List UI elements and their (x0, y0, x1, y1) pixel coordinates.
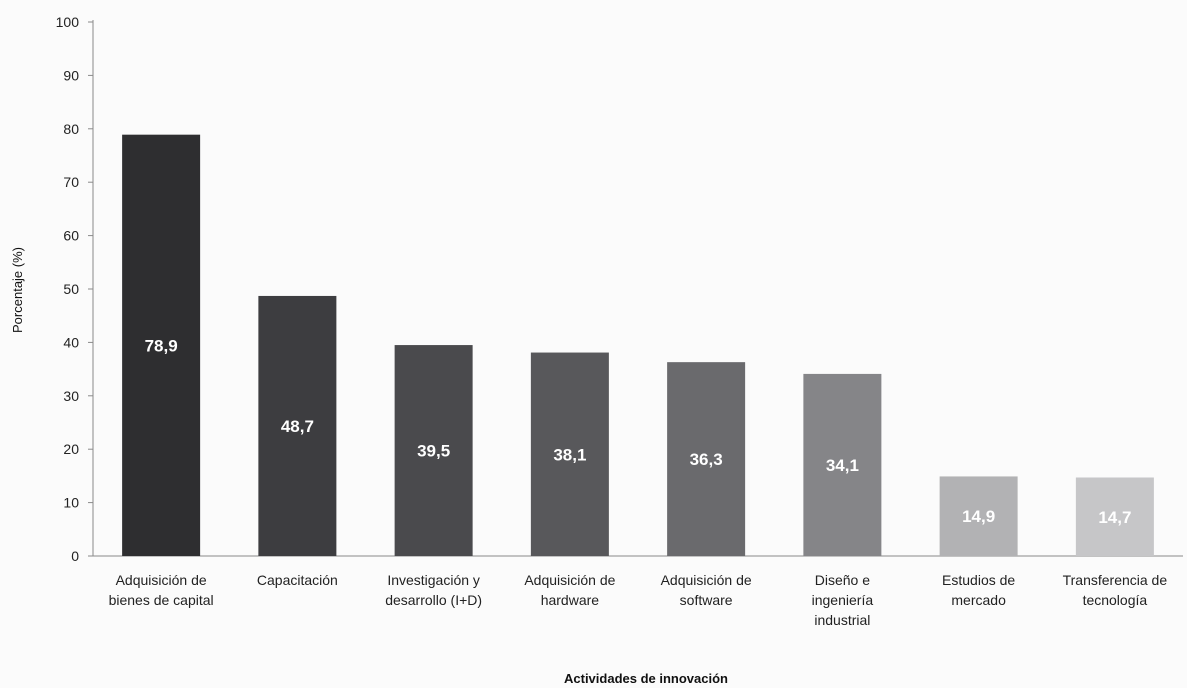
x-axis-title: Actividades de innovación (564, 671, 728, 686)
bar (803, 373, 882, 556)
category-label: Estudios de (942, 572, 1015, 588)
bar (258, 295, 337, 556)
category-label: hardware (541, 592, 600, 608)
category-label: Adquisición de (524, 572, 615, 588)
y-tick-label: 0 (71, 548, 79, 564)
bar (1075, 477, 1154, 556)
y-tick-label: 30 (63, 388, 79, 404)
bar (122, 134, 201, 556)
bar-value-label: 14,9 (962, 507, 995, 526)
category-label: Capacitación (257, 572, 338, 588)
bar-value-label: 38,1 (553, 445, 586, 464)
category-label: Adquisición de (116, 572, 207, 588)
y-tick-label: 90 (63, 67, 79, 83)
y-tick-label: 20 (63, 441, 79, 457)
category-label: bienes de capital (109, 592, 214, 608)
category-label: industrial (814, 612, 870, 628)
category-label: Transferencia de (1063, 572, 1168, 588)
category-label: tecnología (1083, 592, 1148, 608)
category-label: software (680, 592, 733, 608)
y-tick-label: 60 (63, 228, 79, 244)
y-tick-label: 100 (56, 14, 80, 30)
bar (530, 352, 609, 556)
bar (939, 476, 1018, 556)
bar-value-label: 34,1 (826, 456, 859, 475)
bar-value-label: 78,9 (145, 336, 178, 355)
y-axis-title: Porcentaje (%) (10, 247, 25, 333)
category-label: ingeniería (812, 592, 874, 608)
bar-value-label: 48,7 (281, 417, 314, 436)
category-label: desarrollo (I+D) (385, 592, 482, 608)
category-label: Adquisición de (661, 572, 752, 588)
category-label: mercado (951, 592, 1006, 608)
category-label: Diseño e (815, 572, 870, 588)
bar (394, 345, 473, 556)
y-tick-label: 40 (63, 334, 79, 350)
bar-value-label: 39,5 (417, 442, 450, 461)
y-tick-label: 10 (63, 495, 79, 511)
category-label: Investigación y (387, 572, 480, 588)
bar-value-label: 36,3 (690, 450, 723, 469)
bar (667, 362, 746, 556)
bar-value-label: 14,7 (1098, 508, 1131, 527)
y-tick-label: 70 (63, 174, 79, 190)
y-tick-label: 50 (63, 281, 79, 297)
y-tick-label: 80 (63, 121, 79, 137)
